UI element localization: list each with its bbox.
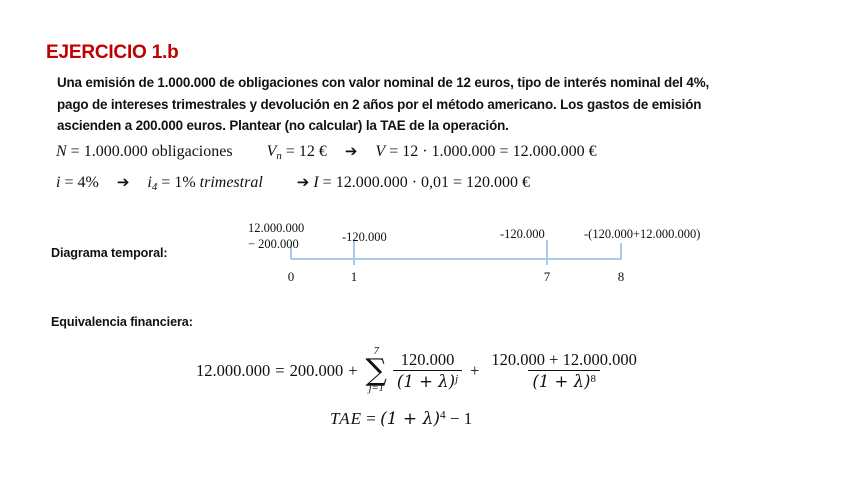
variable-Vn: V	[266, 143, 277, 160]
value-I-expression: 12.000.000 · 0,01 = 120.000 €	[335, 174, 531, 191]
equals-sign-v: =	[389, 143, 399, 160]
discount-base: (1 + λ)	[532, 372, 591, 392]
timeline-tick-8	[620, 243, 622, 260]
summation-upper-limit: 7	[373, 346, 379, 357]
timeline-tick-7	[546, 240, 548, 265]
tae-exponent: 4	[439, 409, 446, 422]
fraction-coupon-term: 120.000 (1 + λ)j	[392, 349, 463, 392]
unit-trimestral: trimestral	[199, 174, 263, 191]
sigma-icon: ∑	[365, 352, 387, 388]
equals-sign: =	[366, 409, 376, 428]
variable-N: N	[56, 143, 67, 160]
timeline-cashflow-7: -120.000	[500, 227, 545, 241]
unit-obligaciones: obligaciones	[151, 143, 233, 160]
discount-exponent: 8	[590, 373, 596, 386]
fraction-numerator: 120.000	[400, 349, 455, 369]
value-i: 4%	[77, 174, 99, 191]
fraction-final-term: 120.000 + 12.000.000 (1 + λ)8	[487, 350, 640, 392]
value-V-expression: 12 · 1.000.000 = 12.000.000 €	[402, 143, 597, 160]
fraction-denominator: (1 + λ)j	[392, 370, 463, 392]
timeline-period-label-7: 7	[543, 269, 551, 284]
variable-I: I	[313, 174, 319, 191]
equals-sign-i: =	[64, 174, 74, 191]
variable-V: V	[375, 143, 386, 160]
tae-label: TAE	[330, 409, 362, 428]
minus-sign: −	[449, 409, 460, 428]
equals-sign-n: =	[70, 143, 80, 160]
fraction-numerator: 120.000 + 12.000.000	[491, 349, 637, 369]
equals-sign: =	[275, 360, 285, 380]
timeline-period-label-8: 8	[617, 269, 625, 284]
discount-base: (1 + λ)	[396, 372, 456, 392]
timeline-period-label-1: 1	[350, 269, 358, 284]
plus-sign-2: +	[470, 360, 480, 380]
timeline-cashflow-0-line1: 12.000.000	[248, 221, 305, 235]
timeline-section-label: Diagrama temporal:	[51, 246, 168, 260]
fraction-denominator: (1 + λ)8	[528, 370, 600, 391]
timeline-axis	[291, 258, 621, 260]
main-equation: 12.000.000 = 200.000 + 7 ∑ j=1 120.000 (…	[196, 346, 644, 395]
variable-Vn-subscript: n	[276, 150, 282, 163]
tae-one: 1	[463, 409, 473, 428]
arrow-right-icon: ➔	[116, 173, 130, 191]
variable-i: i	[56, 174, 61, 191]
plus-sign-1: +	[348, 360, 358, 380]
page-title: EJERCICIO 1.b	[46, 42, 179, 63]
timeline-cashflow-8: -(120.000+12.000.000)	[584, 227, 701, 241]
variable-i4: i	[147, 174, 152, 191]
discount-exponent: j	[455, 373, 459, 386]
variable-i4-subscript: 4	[151, 181, 158, 194]
timeline-period-label-0: 0	[287, 269, 295, 284]
value-i4: 1%	[174, 174, 196, 191]
equals-sign-I: =	[322, 174, 332, 191]
value-Vn: 12 €	[298, 143, 327, 160]
timeline-cashflow-1: -120.000	[342, 230, 387, 244]
equals-sign-vn: =	[285, 143, 295, 160]
equation-term-issue-costs: 200.000	[289, 360, 344, 380]
exercise-statement: Una emisión de 1.000.000 de obligaciones…	[57, 75, 710, 133]
timeline-tick-0	[290, 245, 292, 259]
arrow-right-icon: ➔	[344, 142, 358, 160]
timeline-tick-1	[353, 239, 355, 265]
summation-operator: 7 ∑ j=1	[365, 346, 387, 395]
equation-lhs: 12.000.000	[196, 360, 271, 380]
equivalence-section-label: Equivalencia financiera:	[51, 315, 193, 329]
tae-equation: TAE = (1 + λ)4 − 1	[330, 409, 472, 429]
arrow-right-icon: ➔	[296, 173, 310, 191]
timeline-cashflow-0: 12.000.000 − 200.000	[248, 220, 304, 252]
tae-base: (1 + λ)	[380, 409, 440, 429]
given-line-1: N = 1.000.000 obligaciones Vn = 12 € ➔ V…	[56, 142, 597, 162]
timeline-cashflow-0-line2: − 200.000	[248, 237, 299, 251]
summation-lower-limit: j=1	[368, 383, 384, 395]
equals-sign-i4: =	[161, 174, 171, 191]
value-N: 1.000.000	[83, 143, 148, 160]
given-line-2: i = 4% ➔ i4 = 1% trimestral ➔ I = 12.000…	[56, 173, 530, 193]
